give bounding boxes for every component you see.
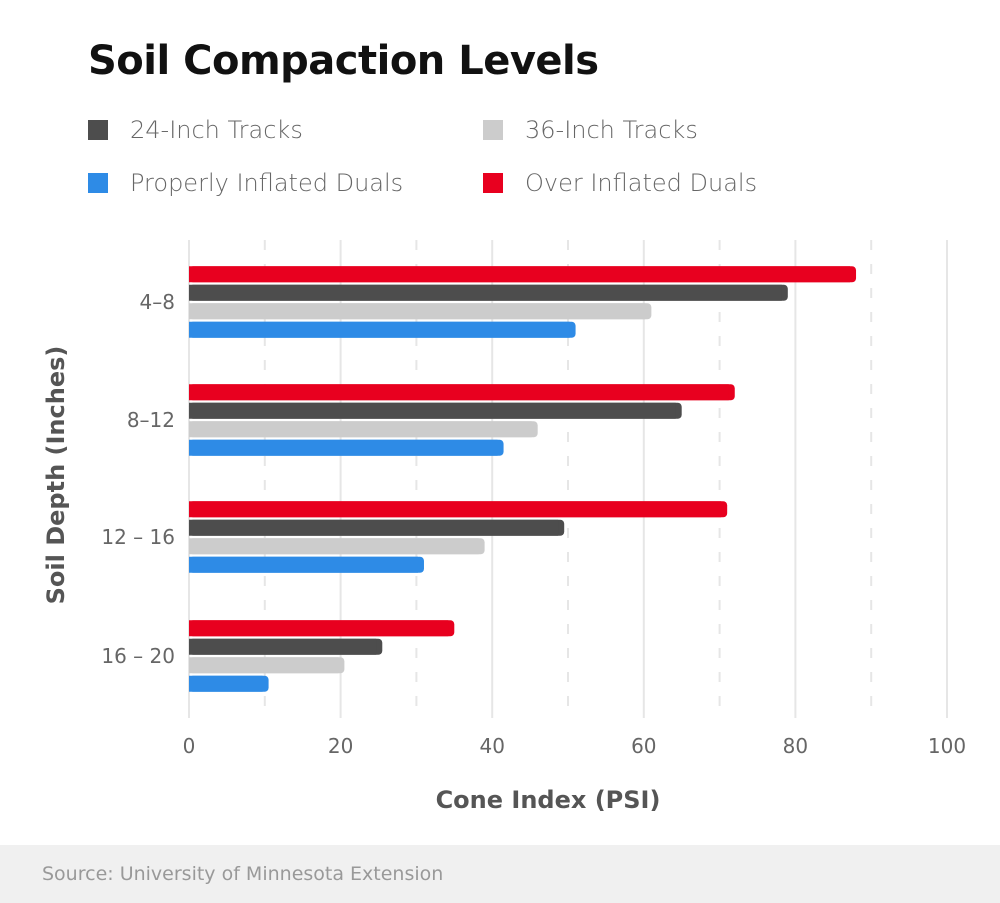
bar [189,556,424,573]
bar [189,519,565,536]
bar-fill [189,519,559,536]
x-tick-label: 20 [328,734,353,758]
y-tick-label: 8–12 [127,408,175,432]
bar-fill [189,303,646,320]
bar [189,421,538,438]
y-tick-label: 4–8 [140,290,175,314]
bar [189,266,857,283]
bar [189,303,652,320]
bar [189,284,788,301]
legend-item-36-inch-tracks: 36-Inch Tracks [483,116,698,144]
bar [189,657,345,674]
legend-swatch [483,173,503,193]
x-tick-label: 60 [631,734,656,758]
bar-fill [189,266,851,283]
bar [189,439,504,456]
bar [189,675,269,692]
y-tick-label: 16 – 20 [101,644,175,668]
legend-label: 24-Inch Tracks [130,116,303,144]
legend-label: Properly Inflated Duals [130,169,404,197]
legend-item-over-inflated-duals: Over Inflated Duals [483,169,757,197]
bar-fill [189,638,377,655]
bar [189,321,576,338]
legend-swatch [88,173,108,193]
bar [189,402,682,419]
bar-fill [189,501,722,518]
chart-title: Soil Compaction Levels [88,38,599,84]
x-tick-label: 80 [783,734,808,758]
bar [189,538,485,555]
legend-item-24-inch-tracks: 24-Inch Tracks [88,116,303,144]
bar [189,384,735,401]
y-axis-label: Soil Depth (Inches) [42,345,70,605]
bar-fill [189,284,782,301]
bar-fill [189,439,498,456]
x-tick-label: 40 [479,734,504,758]
bar [189,638,383,655]
legend-swatch [88,120,108,140]
bar [189,501,728,518]
legend-item-properly-inflated-duals: Properly Inflated Duals [88,169,403,197]
source-note: Source: University of Minnesota Extensio… [42,863,444,885]
legend-label: Over Inflated Duals [525,169,758,197]
bar [189,620,455,637]
x-tick-label: 0 [183,734,196,758]
bar-fill [189,402,676,419]
bar-fill [189,538,479,555]
bar-fill [189,657,339,674]
bar-fill [189,421,532,438]
bar-fill [189,620,449,637]
bar-fill [189,556,418,573]
legend-swatch [483,120,503,140]
bar-fill [189,321,570,338]
x-tick-label: 100 [928,734,966,758]
bar-chart: 0 20 40 60 80 100 4–8 8–12 12 – 16 16 – 20 [101,240,966,758]
y-tick-label: 12 – 16 [101,525,175,549]
bar-fill [189,384,729,401]
x-axis-label: Cone Index (PSI) [435,786,661,814]
footer: Source: University of Minnesota Extensio… [0,845,1000,903]
legend-label: 36-Inch Tracks [525,116,698,144]
bar-fill [189,675,263,692]
